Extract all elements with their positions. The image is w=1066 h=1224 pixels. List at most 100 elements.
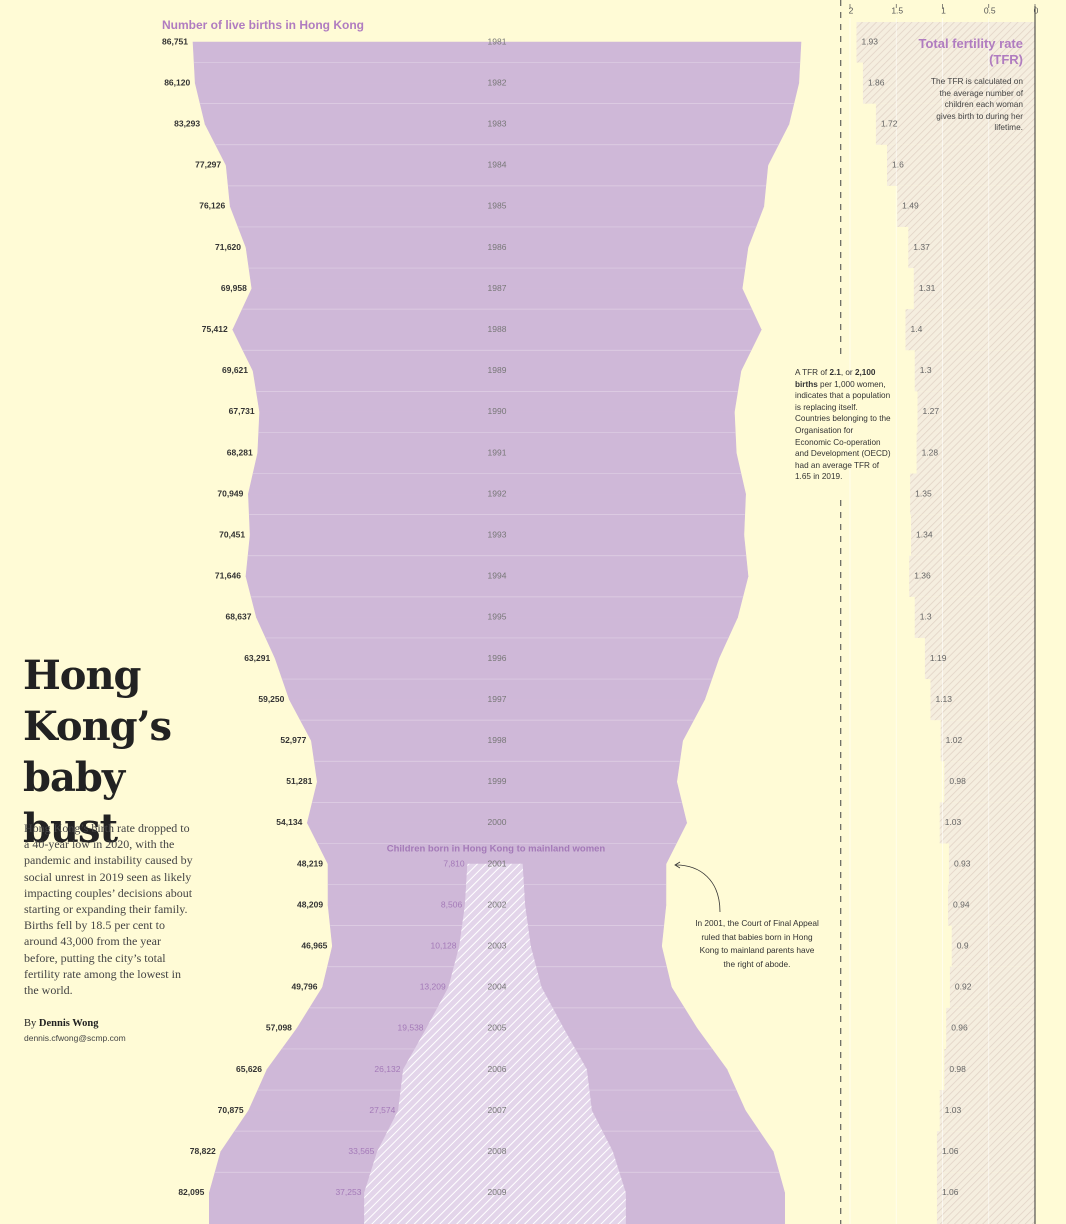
tfr-bar: [944, 1048, 1035, 1091]
value-label: 76,126: [199, 201, 225, 211]
tfr-label: 1.36: [914, 571, 931, 581]
value-label: 70,451: [219, 529, 245, 539]
tfr-bar: [908, 226, 1035, 269]
x-tick-label: 0: [1034, 5, 1039, 15]
value-label: 59,250: [258, 694, 284, 704]
value-label: 78,822: [190, 1146, 216, 1156]
tfr-label: 1.4: [911, 324, 923, 334]
value-label: 27,574: [369, 1105, 395, 1115]
year-label: 1992: [488, 488, 507, 498]
value-label: 8,506: [441, 899, 463, 909]
value-label: 83,293: [174, 118, 200, 128]
year-label: 2009: [488, 1187, 507, 1197]
tfr-note: A TFR of 2.1, or 2,100 births per 1,000 …: [795, 367, 891, 483]
value-label: 71,620: [215, 242, 241, 252]
tfr-bar: [913, 268, 1035, 310]
tfr-label: 1.27: [923, 406, 940, 416]
byline: By Dennis Wong: [24, 1018, 99, 1029]
tfr-label: 1.28: [922, 447, 939, 457]
tfr-label: 0.92: [955, 982, 972, 992]
value-label: 52,977: [280, 735, 306, 745]
chart-title: Number of live births in Hong Kong: [162, 18, 364, 32]
tfr-label: 0.98: [949, 776, 966, 786]
tfr-label: 1.06: [942, 1187, 959, 1197]
value-label: 82,095: [178, 1187, 204, 1197]
tfr-label: 1.35: [915, 488, 932, 498]
value-label: 69,621: [222, 365, 248, 375]
tfr-label: 1.02: [946, 735, 963, 745]
year-label: 1983: [488, 118, 507, 128]
x-tick-label: 1: [941, 5, 946, 15]
year-label: 1981: [488, 36, 507, 46]
year-label: 2006: [488, 1064, 507, 1074]
tfr-label: 1.31: [919, 283, 936, 293]
author: Dennis Wong: [38, 1018, 99, 1029]
note-part: 2,100 births: [795, 368, 876, 389]
tfr-label: 1.3: [920, 365, 932, 375]
tfr-label: 1.49: [902, 201, 919, 211]
x-tick-label: 2: [849, 5, 854, 15]
year-label: 2007: [488, 1105, 507, 1115]
x-tick-label: 0.5: [984, 5, 996, 15]
value-label: 51,281: [286, 776, 312, 786]
tfr-label: 1.13: [935, 694, 952, 704]
tfr-bar: [944, 761, 1035, 803]
tfr-bar: [905, 309, 1035, 351]
tfr-label: 1.03: [945, 817, 962, 827]
year-label: 2002: [488, 899, 507, 909]
tfr-label: 1.37: [913, 242, 930, 252]
value-label: 77,297: [195, 160, 221, 170]
tfr-label: 0.98: [949, 1064, 966, 1074]
tfr-bar: [936, 1172, 1035, 1224]
year-label: 1993: [488, 529, 507, 539]
value-label: 46,965: [301, 940, 327, 950]
tfr-label: 0.93: [954, 858, 971, 868]
value-label: 70,949: [217, 488, 243, 498]
chart-title: Children born in Hong Kong to mainland w…: [387, 844, 606, 855]
year-label: 1986: [488, 242, 507, 252]
year-label: 2008: [488, 1146, 507, 1156]
value-label: 26,132: [374, 1064, 400, 1074]
tfr-bar: [875, 103, 1035, 145]
tfr-bar: [936, 1131, 1035, 1173]
tfr-bar: [914, 350, 1035, 392]
year-label: 1998: [488, 735, 507, 745]
tfr-bar: [856, 22, 1035, 63]
value-label: 7,810: [443, 858, 465, 868]
year-label: 1985: [488, 201, 507, 211]
note-part: 2.1: [829, 368, 841, 377]
value-label: 19,538: [398, 1023, 424, 1033]
year-label: 1996: [488, 653, 507, 663]
tfr-bar: [948, 884, 1035, 926]
year-label: 2004: [488, 982, 507, 992]
value-label: 68,637: [225, 612, 251, 622]
tfr-bar: [949, 966, 1035, 1008]
annotation: In 2001, the Court of Final Appeal ruled…: [695, 918, 819, 970]
value-label: 57,098: [266, 1023, 292, 1033]
tfr-bar: [862, 62, 1035, 104]
year-label: 1995: [488, 612, 507, 622]
tfr-label: 1.86: [868, 77, 885, 87]
tfr-bar: [939, 1090, 1035, 1132]
body-text: Hong Kong’s birth rate dropped to a 40-y…: [24, 821, 193, 998]
note-part: per 1,000 women, indicates that a popula…: [795, 379, 891, 482]
tfr-label: 1.6: [892, 160, 904, 170]
tfr-label: 1.3: [920, 612, 932, 622]
year-label: 1982: [488, 77, 507, 87]
tfr-subtitle: The TFR is calculated on the average num…: [930, 76, 1023, 132]
value-label: 13,209: [420, 982, 446, 992]
tfr-bar: [946, 1007, 1035, 1049]
tfr-bar: [887, 144, 1035, 186]
year-label: 1991: [488, 447, 507, 457]
arrow: [675, 864, 721, 913]
headline: Hong Kong’s baby bust: [23, 652, 172, 852]
value-label: 86,751: [162, 36, 188, 46]
tfr-title: Total fertility rate (TFR): [918, 36, 1023, 67]
value-label: 69,958: [221, 283, 247, 293]
tfr-bar: [916, 432, 1035, 474]
tfr-bar: [940, 720, 1035, 762]
tfr-bar: [924, 637, 1035, 680]
tfr-label: 1.34: [916, 529, 933, 539]
year-label: 1990: [488, 406, 507, 416]
